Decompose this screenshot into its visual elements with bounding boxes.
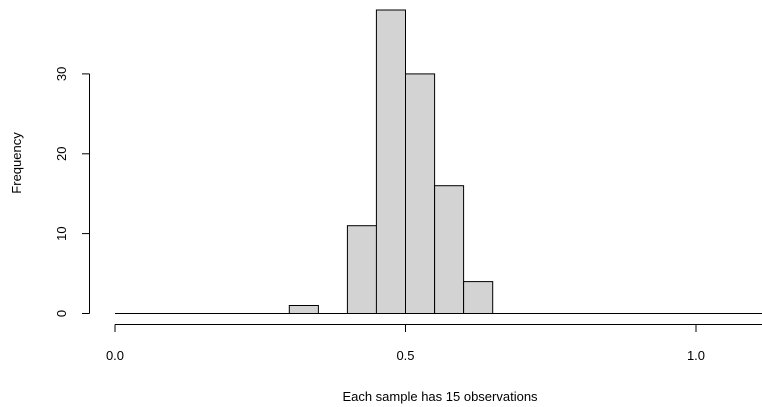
y-axis-label: Frequency bbox=[9, 132, 24, 194]
histogram-bar bbox=[346, 225, 377, 314]
histogram-bar bbox=[288, 305, 319, 314]
y-axis: 0 10 20 30 bbox=[54, 67, 90, 317]
x-axis: 0.00.51.01.52.0 bbox=[106, 324, 762, 363]
x-axis-label: Each sample has 15 observations bbox=[342, 389, 538, 404]
histogram-bar bbox=[463, 281, 494, 315]
y-tick-label: 0 bbox=[54, 310, 69, 317]
x-tick-label: 1.0 bbox=[687, 348, 705, 363]
histogram-bar bbox=[434, 185, 465, 314]
y-tick-label: 20 bbox=[54, 147, 69, 161]
x-tick-label: 0.5 bbox=[396, 348, 414, 363]
y-tick-label: 10 bbox=[54, 226, 69, 240]
histogram-bar bbox=[375, 9, 406, 314]
x-tick-label: 0.0 bbox=[106, 348, 124, 363]
histogram-bar bbox=[405, 73, 436, 315]
bars-group bbox=[288, 9, 494, 315]
y-tick-label: 30 bbox=[54, 67, 69, 81]
